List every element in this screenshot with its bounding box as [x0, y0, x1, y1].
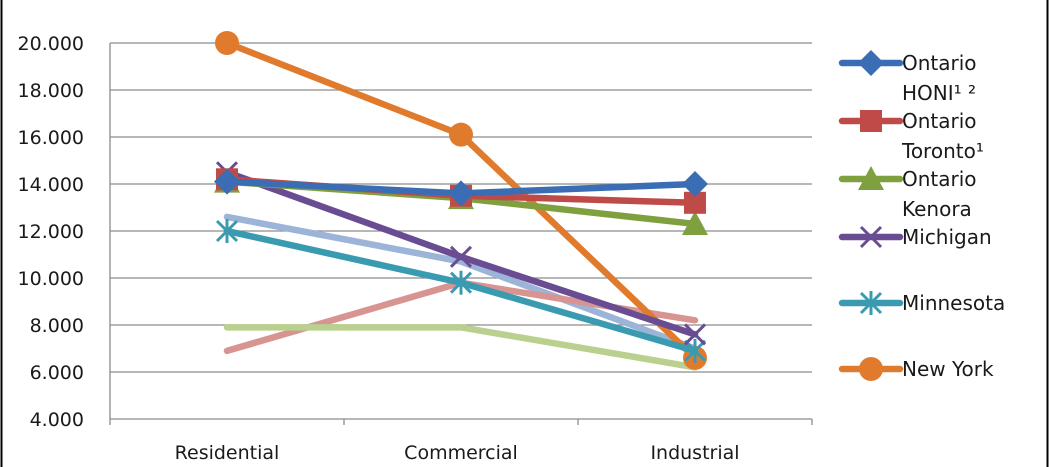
axes: 4.000 6.000 8.000 10.000 12.000 14.000 16.000 1…: [18, 33, 813, 464]
legend-label: Ontario: [902, 167, 977, 191]
legend-label: HONI¹ ²: [902, 81, 976, 105]
legend-item: Minnesota: [838, 291, 1005, 315]
legend-label: New York: [902, 357, 994, 381]
legend-swatch-marker: [859, 291, 883, 315]
x-tick-label: Commercial: [404, 442, 518, 464]
legend-item: New York: [838, 357, 994, 381]
y-tick-label: 8.000: [30, 315, 84, 337]
legend-swatch-marker: [859, 357, 883, 381]
data-point: [682, 210, 708, 235]
data-point: [683, 323, 707, 346]
data-point: [449, 122, 473, 147]
legend-item: Ontario Toronto¹: [838, 109, 984, 163]
y-tick-label: 20.000: [18, 33, 84, 55]
y-tick-label: 16.000: [18, 127, 84, 149]
series-line: [223, 324, 699, 371]
legend-swatch-marker: [858, 50, 884, 76]
y-tick-label: 6.000: [30, 362, 84, 384]
legend-swatch-marker: [860, 110, 882, 132]
x-tick-label: Industrial: [650, 442, 739, 464]
data-point: [215, 31, 239, 55]
y-tick-label: 12.000: [18, 221, 84, 243]
legend-label: Kenora: [902, 197, 972, 221]
legend-label: Ontario: [902, 109, 977, 133]
data-point: [214, 168, 240, 195]
y-tick-label: 10.000: [18, 268, 84, 290]
legend: Ontario HONI¹ ² Ontario Toronto¹ Ontario Keno…: [838, 50, 1005, 381]
legend-swatch-marker: [859, 225, 883, 249]
legend-item: Ontario HONI¹ ²: [838, 50, 977, 105]
y-tick-label: 4.000: [30, 409, 84, 431]
series-ontario-honi: [214, 168, 708, 207]
data-point: [683, 338, 707, 363]
legend-label: Toronto¹: [901, 139, 984, 163]
legend-label: Ontario: [902, 51, 977, 75]
y-tick-label: 18.000: [18, 80, 84, 102]
series-unlabeled-8: [223, 324, 699, 371]
series-line: [223, 213, 699, 352]
data-point: [684, 191, 706, 214]
data-point: [215, 219, 239, 243]
data-point: [448, 180, 474, 207]
data-point: [449, 245, 473, 268]
legend-label: Michigan: [902, 225, 992, 249]
legend-label: Minnesota: [902, 291, 1005, 315]
x-tick-label: Residential: [175, 442, 280, 464]
series-new-york: [215, 31, 707, 370]
series-unlabeled-6: [223, 213, 699, 352]
data-point: [449, 270, 473, 295]
y-tick-label: 14.000: [18, 174, 84, 196]
series-lines: [214, 31, 708, 371]
legend-item: Ontario Kenora: [838, 166, 977, 221]
series-minnesota: [215, 219, 707, 363]
data-point: [682, 171, 708, 197]
series-michigan: [215, 161, 707, 346]
legend-swatch-marker: [858, 166, 884, 190]
legend-item: Michigan: [838, 225, 992, 249]
